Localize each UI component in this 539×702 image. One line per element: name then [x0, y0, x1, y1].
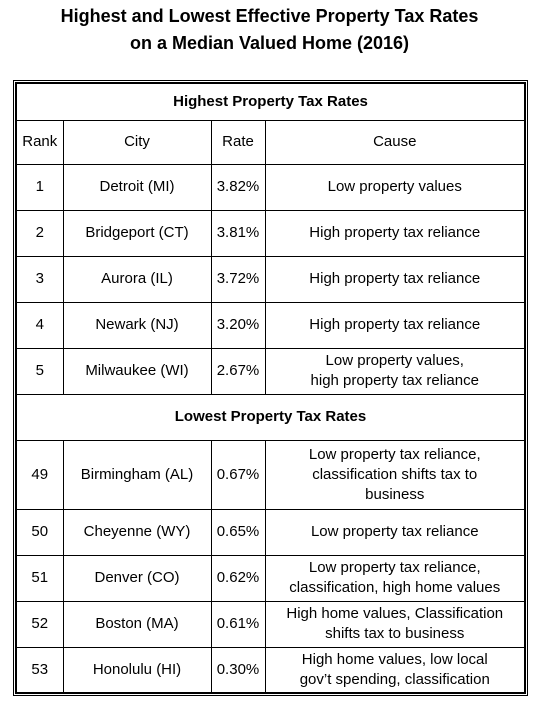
rank-cell: 4 — [15, 301, 64, 349]
city-cell: Cheyenne (WY) — [62, 508, 212, 556]
cause-line: gov’t spending, classification — [299, 670, 490, 688]
data-row: 49 Birmingham (AL) 0.67% Low property tax r… — [15, 439, 526, 510]
rank-cell: 50 — [15, 508, 64, 556]
city-cell: Boston (MA) — [62, 600, 212, 648]
cause-cell: Low property tax reliance — [264, 508, 526, 556]
rate-cell: 2.67% — [210, 347, 266, 395]
cause-cell: Low property values — [264, 163, 526, 211]
data-row: 50 Cheyenne (WY) 0.65% Low property tax rel… — [15, 508, 526, 556]
rank-cell: 52 — [15, 600, 64, 648]
cause-line: High property tax reliance — [309, 270, 481, 287]
rank-cell: 2 — [15, 209, 64, 257]
cause-line: Low property tax reliance, — [308, 559, 481, 576]
rate-cell: 0.61% — [210, 600, 266, 648]
cause-line: High property tax reliance — [309, 316, 481, 333]
city-cell: Denver (CO) — [62, 554, 212, 602]
column-header: Cause — [264, 119, 526, 165]
header-row: Rank City Rate Cause — [15, 119, 526, 165]
city-cell: Bridgeport (CT) — [62, 209, 212, 257]
section-row: Lowest Property Tax Rates — [15, 393, 526, 441]
data-row: 51 Denver (CO) 0.62% Low property tax relia… — [15, 554, 526, 602]
cause-line: classification shifts tax to — [312, 465, 478, 483]
cause-cell: Low property tax reliance, classification… — [264, 554, 526, 602]
cause-line: Low property tax reliance, — [308, 445, 481, 463]
rate-cell: 3.20% — [210, 301, 266, 349]
cause-cell: High property tax reliance — [264, 209, 526, 257]
cause-line: business — [365, 485, 425, 503]
cause-line: High home values, Classification — [286, 605, 504, 622]
data-row: 1 Detroit (MI) 3.82% Low property values — [15, 163, 526, 211]
rate-cell: 0.30% — [210, 646, 266, 694]
data-row: 52 Boston (MA) 0.61% High home values, Clas… — [15, 600, 526, 648]
city-cell: Milwaukee (WI) — [62, 347, 212, 395]
cause-cell: High home values, Classification shifts t… — [264, 600, 526, 648]
cause-line: Low property values, — [325, 352, 464, 369]
column-header: Rate — [210, 119, 266, 165]
rank-cell: 51 — [15, 554, 64, 602]
cause-cell: High property tax reliance — [264, 301, 526, 349]
rate-cell: 0.65% — [210, 508, 266, 556]
rank-cell: 3 — [15, 255, 64, 303]
rank-cell: 53 — [15, 646, 64, 694]
cause-cell: High home values, low local gov’t spendin… — [264, 646, 526, 694]
tax-table: Highest Property Tax Rates Rank City Rate Ca… — [13, 80, 528, 696]
rank-cell: 49 — [15, 439, 64, 510]
city-cell: Detroit (MI) — [62, 163, 212, 211]
section-row: Highest Property Tax Rates — [15, 82, 526, 121]
column-header: Rank — [15, 119, 64, 165]
cause-line: Low property values — [327, 178, 462, 195]
rate-cell: 0.67% — [210, 439, 266, 510]
city-cell: Aurora (IL) — [62, 255, 212, 303]
cause-line: High home values, low local — [301, 650, 488, 668]
cause-cell: Low property tax reliance, classification… — [264, 439, 526, 510]
data-row: 2 Bridgeport (CT) 3.81% High property tax r… — [15, 209, 526, 257]
cause-line: shifts tax to business — [325, 625, 465, 642]
rate-cell: 0.62% — [210, 554, 266, 602]
cause-cell: High property tax reliance — [264, 255, 526, 303]
section-title: Lowest Property Tax Rates — [15, 393, 526, 441]
rank-cell: 5 — [15, 347, 64, 395]
cause-line: Low property tax reliance — [310, 523, 479, 540]
cause-cell: Low property values, high property tax re… — [264, 347, 526, 395]
section-title: Highest Property Tax Rates — [15, 82, 526, 121]
cause-line: classification, high home values — [289, 579, 501, 596]
data-row: 53 Honolulu (HI) 0.30% High home values, lo… — [15, 646, 526, 694]
rank-cell: 1 — [15, 163, 64, 211]
column-header: City — [62, 119, 212, 165]
city-cell: Honolulu (HI) — [62, 646, 212, 694]
city-cell: Newark (NJ) — [62, 301, 212, 349]
title-line: on a Median Valued Home (2016) — [129, 33, 410, 53]
cause-line: High property tax reliance — [309, 224, 481, 241]
title: Highest and Lowest Effective Property Ta… — [0, 0, 539, 72]
data-row: 4 Newark (NJ) 3.20% High property tax relia… — [15, 301, 526, 349]
rate-cell: 3.82% — [210, 163, 266, 211]
cause-line: high property tax reliance — [310, 372, 479, 389]
title-line: Highest and Lowest Effective Property Ta… — [60, 6, 479, 26]
rate-cell: 3.72% — [210, 255, 266, 303]
data-row: 5 Milwaukee (WI) 2.67% Low property values,… — [15, 347, 526, 395]
city-cell: Birmingham (AL) — [62, 439, 212, 510]
data-row: 3 Aurora (IL) 3.72% High property tax relia… — [15, 255, 526, 303]
rate-cell: 3.81% — [210, 209, 266, 257]
